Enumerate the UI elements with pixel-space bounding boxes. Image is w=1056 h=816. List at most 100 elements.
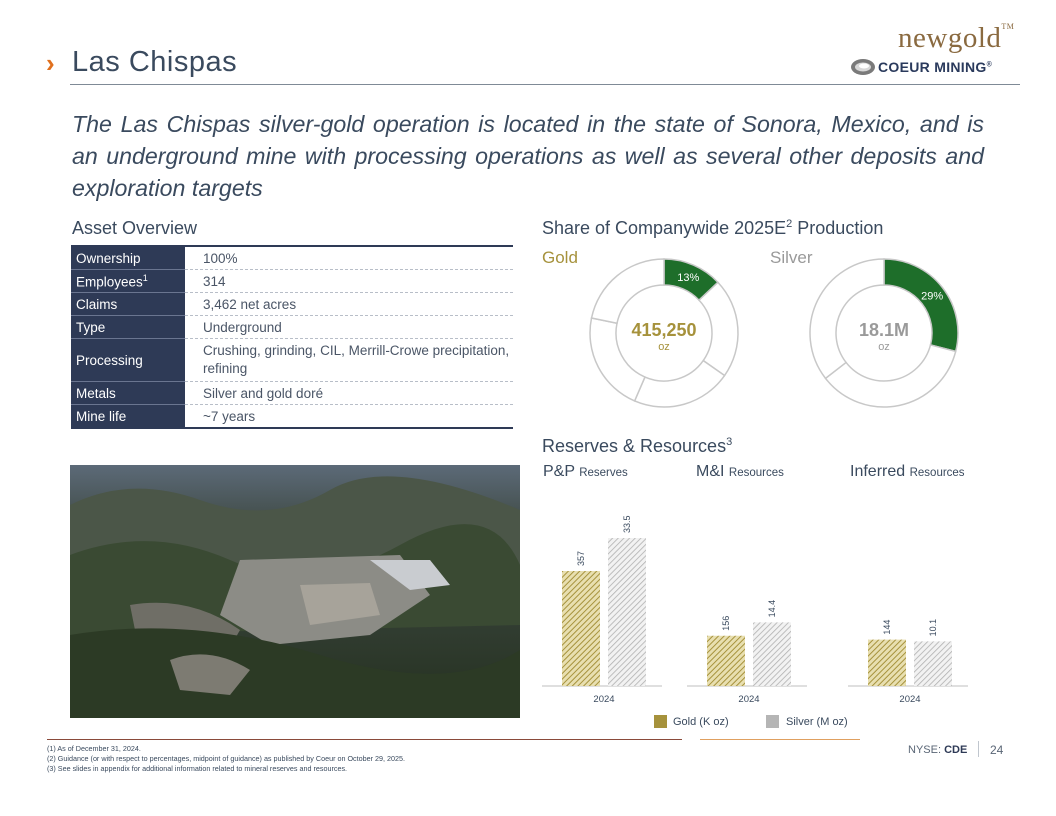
share-production-heading: Share of Companywide 2025E2 Production <box>542 218 883 239</box>
employees-label-text: Employees <box>76 274 143 290</box>
inferred-title-suffix: Resources <box>909 467 965 479</box>
intro-statement: The Las Chispas silver-gold operation is… <box>72 111 984 201</box>
silver-bar-label: 14.4 <box>767 600 777 618</box>
reserves-resources-heading: Reserves & Resources3 <box>542 436 732 457</box>
rr-heading-text: Reserves & Resources <box>542 436 727 456</box>
asset-overview-heading: Asset Overview <box>72 218 198 238</box>
silver-production-value: 18.1M <box>858 320 910 340</box>
silver-other-slice <box>809 258 885 380</box>
gold-production-unit: oz <box>658 341 670 353</box>
table-row: Claims 3,462 net acres <box>71 292 513 316</box>
gold-other-slice <box>590 258 665 325</box>
table-row: Type Underground <box>71 315 513 339</box>
gold-share-label: 13% <box>677 272 699 284</box>
row-value-metals: Silver and gold doré <box>185 381 513 405</box>
newgold-logo-text: newgold <box>898 22 1002 54</box>
silver-donut-chart: 29% <box>809 258 959 408</box>
gold-bar-label: 144 <box>882 620 892 635</box>
table-row: Mine life ~7 years <box>71 404 513 429</box>
gold-production-value: 415,250 <box>631 320 697 340</box>
row-value-processing: Crushing, grinding, CIL, Merrill-Crowe p… <box>185 338 513 382</box>
footnote-1: (1) As of December 31, 2024. <box>47 744 141 753</box>
ticker-symbol: CDE <box>944 744 968 756</box>
gold-donut-center: 415,250 oz <box>619 320 709 354</box>
footnote-ref: 1 <box>142 272 148 283</box>
bar-groups: 357 33.5 2024 156 14.4 2024 144 10.1 2024 <box>542 515 968 705</box>
silver-donut-label: Silver <box>770 248 813 267</box>
silver-bar-label: 10.1 <box>928 619 938 637</box>
gold-bar <box>707 635 745 686</box>
mine-aerial-photo <box>70 465 520 718</box>
title-divider <box>70 84 1020 85</box>
reserves-bar-charts: 357 33.5 2024 156 14.4 2024 144 10.1 2024 <box>542 515 968 705</box>
legend-silver-label: Silver (M oz) <box>786 716 848 728</box>
inferred-resources-title: Inferred Resources <box>850 463 965 481</box>
coeur-logo-reg: ® <box>986 61 993 69</box>
row-label-ownership: Ownership <box>71 245 185 270</box>
bar-category-label: 2024 <box>593 694 614 705</box>
bar-category-label: 2024 <box>899 694 920 705</box>
footnote-3: (3) See slides in appendix for additiona… <box>47 764 348 773</box>
footnote-2: (2) Guidance (or with respect to percent… <box>47 754 405 763</box>
row-label-type: Type <box>71 315 185 339</box>
footer-divider-right <box>700 739 860 740</box>
pp-title-suffix: Reserves <box>579 467 628 479</box>
newgold-logo: newgoldTM <box>898 22 1014 55</box>
silver-donut-center: 18.1M oz <box>839 320 929 354</box>
ticker-label: NYSE: CDE <box>908 744 967 756</box>
chevron-right-icon: › <box>46 48 55 78</box>
silver-donut-slices <box>809 258 959 408</box>
row-label-processing: Processing <box>71 338 185 382</box>
row-label-claims: Claims <box>71 292 185 316</box>
coeur-logo-text: COEUR MINING <box>878 59 987 75</box>
row-value-ownership: 100% <box>185 245 513 270</box>
mi-title-suffix: Resources <box>728 467 784 479</box>
legend-silver-swatch <box>766 715 779 728</box>
share-heading-text: Share of Companywide 2025E <box>542 218 787 238</box>
legend-gold-label: Gold (K oz) <box>673 716 729 728</box>
table-row: Ownership 100% <box>71 245 513 270</box>
share-heading-suffix: Production <box>792 218 884 238</box>
mi-title: M&I <box>696 463 725 480</box>
silver-bar <box>608 538 646 686</box>
footnote-ref: 2 <box>786 218 793 230</box>
newgold-logo-tm: TM <box>1001 22 1015 31</box>
footnote-ref: 3 <box>726 436 733 448</box>
mi-resources-title: M&I Resources <box>696 463 784 481</box>
row-value-claims: 3,462 net acres <box>185 292 513 316</box>
silver-bar <box>914 641 952 686</box>
table-row: Metals Silver and gold doré <box>71 381 513 405</box>
table-row: Processing Crushing, grinding, CIL, Merr… <box>71 338 513 382</box>
page-number: 24 <box>990 743 1004 757</box>
gold-other-slice <box>633 359 726 408</box>
pp-reserves-title: P&P Reserves <box>543 463 628 481</box>
inferred-title: Inferred <box>850 463 906 480</box>
gold-bar-label: 357 <box>576 551 586 566</box>
row-label-metals: Metals <box>71 381 185 405</box>
bar-category-label: 2024 <box>738 694 759 705</box>
footer-divider-left <box>47 739 682 740</box>
gold-donut-chart: 13% <box>589 258 739 408</box>
gold-donut-label: Gold <box>542 248 578 267</box>
gold-donut-slices <box>589 258 739 408</box>
silver-production-unit: oz <box>878 341 890 353</box>
silver-bar-label: 33.5 <box>622 515 632 533</box>
row-label-employees: Employees1 <box>71 269 185 293</box>
silver-bar <box>753 622 791 686</box>
asset-overview-table: Ownership 100% Employees1 314 Claims 3,4… <box>71 245 513 429</box>
silver-other-slice <box>824 344 957 408</box>
gold-bar <box>562 571 600 686</box>
row-value-employees: 314 <box>185 269 513 293</box>
row-value-type: Underground <box>185 315 513 339</box>
pp-title: P&P <box>543 463 575 480</box>
coeur-mining-logo: COEUR MINING® <box>850 55 1020 79</box>
exchange-text: NYSE: <box>908 744 945 756</box>
footnotes: (1) As of December 31, 2024. (2) Guidanc… <box>47 744 405 774</box>
coeur-emblem-icon <box>851 59 875 75</box>
gold-bar <box>868 639 906 686</box>
page-number-divider <box>978 741 979 757</box>
page-title: Las Chispas <box>72 46 238 78</box>
row-label-mine-life: Mine life <box>71 404 185 429</box>
table-row: Employees1 314 <box>71 269 513 293</box>
silver-share-label: 29% <box>921 291 943 303</box>
